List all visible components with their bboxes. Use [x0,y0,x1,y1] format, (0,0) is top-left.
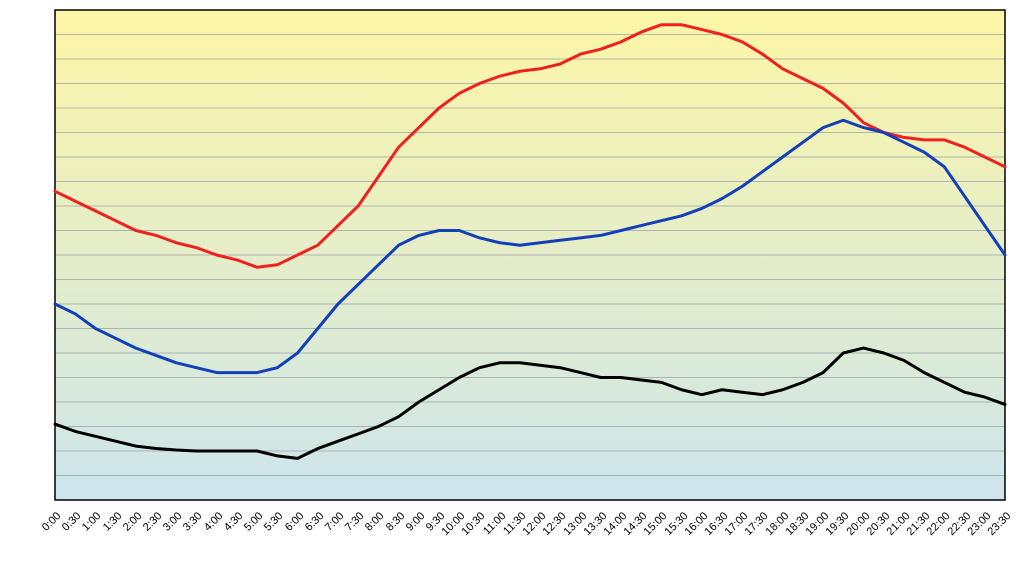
chart-container: 0:000:301:001:302:002:303:003:304:004:30… [0,0,1023,563]
line-chart [0,0,1023,563]
